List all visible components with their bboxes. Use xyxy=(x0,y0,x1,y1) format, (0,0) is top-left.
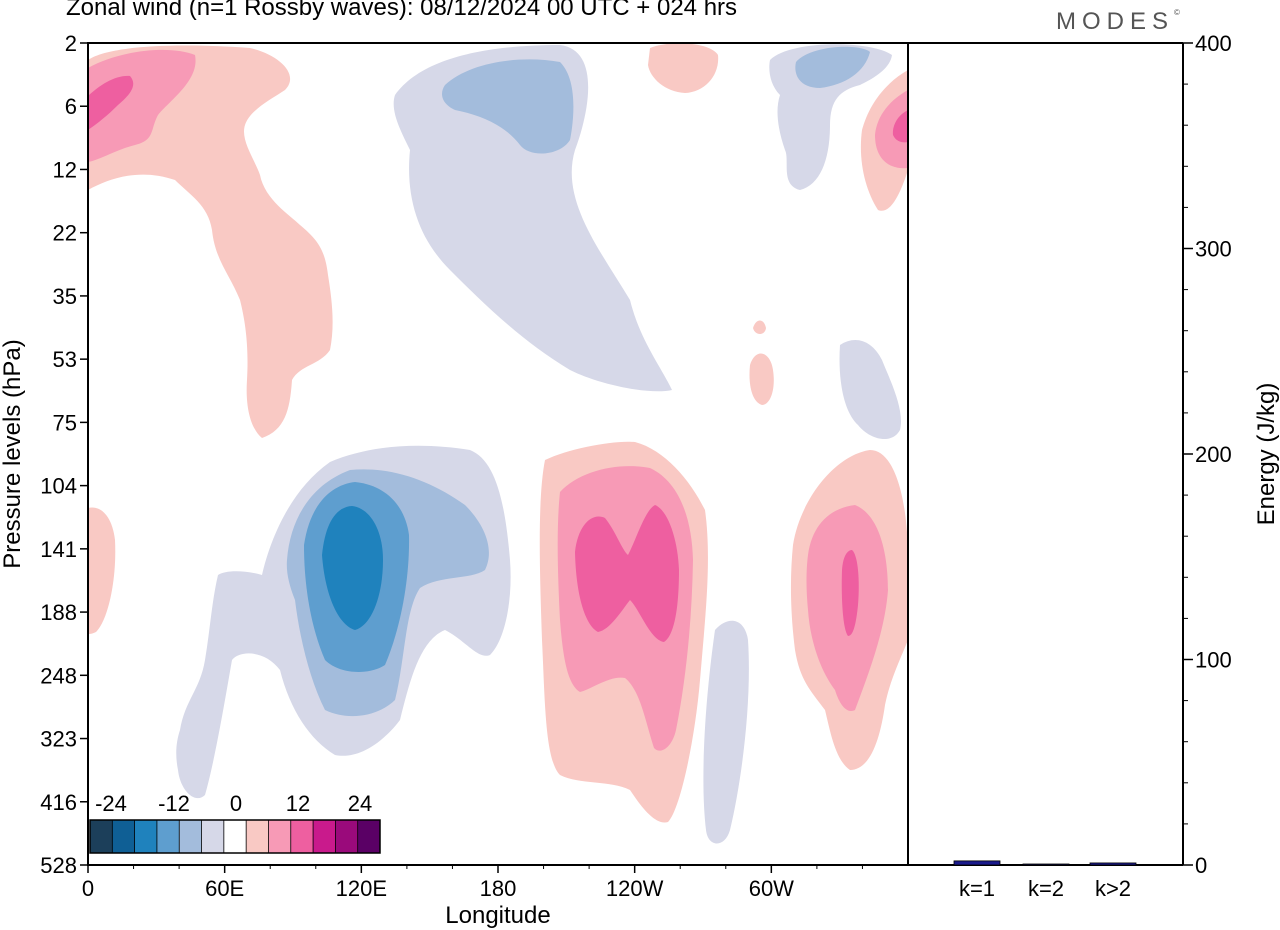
contour-fill-level-2 xyxy=(875,90,908,169)
contour-fill-level-3 xyxy=(88,75,134,130)
colorbar-swatch xyxy=(156,820,180,853)
positive-anomaly-upper-right xyxy=(860,70,908,211)
contour-fill-level-3 xyxy=(575,505,679,642)
logo-text: MODES xyxy=(1056,8,1175,35)
contour-fill-level-1 xyxy=(703,620,749,844)
colorbar-tick-label: 12 xyxy=(286,791,310,816)
colorbar-swatch xyxy=(201,820,225,853)
positive-anomaly-small-cells xyxy=(88,320,774,634)
y-tick-label: 75 xyxy=(53,410,77,435)
positive-anomaly-right xyxy=(790,450,908,770)
axes-layer: 0 60E 120E 180 120W 60W Longitude 2 6 12 22 35 53 75 1… xyxy=(0,31,909,929)
negative-anomaly-main xyxy=(176,445,511,799)
colorbar-swatch xyxy=(357,820,381,853)
y-tick-label: 22 xyxy=(53,221,77,246)
x-axis-label: Longitude xyxy=(445,902,550,929)
contour-fill-level-2 xyxy=(88,49,196,162)
contour-fill-level-1 xyxy=(648,43,719,93)
x-tick-label: 60E xyxy=(205,876,244,901)
energy-y-tick-label: 200 xyxy=(1195,442,1232,467)
y-tick-label: 53 xyxy=(53,347,77,372)
contour-fill-level-2 xyxy=(795,46,870,88)
positive-anomaly-upper-mid xyxy=(648,43,719,93)
modes-logo: MODES© xyxy=(1056,8,1180,36)
x-tick-label: 120E xyxy=(336,876,387,901)
contour-fill-level-3 xyxy=(841,550,859,636)
energy-bar xyxy=(1089,862,1137,866)
colorbar-swatch xyxy=(335,820,358,853)
colorbar-swatch xyxy=(246,820,269,853)
colorbar-tick-label: 0 xyxy=(230,791,242,816)
y-tick-label: 12 xyxy=(53,157,77,182)
contour-fill-level-1 xyxy=(88,507,116,634)
negative-anomaly-upper-right xyxy=(769,44,892,191)
contour-fill-level-1 xyxy=(88,45,333,438)
contour-fill-level-4 xyxy=(322,506,383,630)
y-tick-label: 323 xyxy=(40,727,77,752)
contour-fill-level-1 xyxy=(749,353,774,405)
positive-anomaly-center xyxy=(539,441,708,823)
contour-fill-level-3 xyxy=(892,110,908,143)
colorbar-tick-label: -12 xyxy=(158,791,190,816)
x-tick-label: 0 xyxy=(82,876,94,901)
y-axis-label: Pressure levels (hPa) xyxy=(0,339,26,568)
contour-fill-level-1 xyxy=(769,44,892,191)
contour-fill-level-1 xyxy=(839,340,901,440)
colorbar-swatch xyxy=(290,820,314,853)
colorbar-swatch xyxy=(223,820,247,853)
colorbar-tick-label: -24 xyxy=(95,791,127,816)
negative-anomaly-right xyxy=(839,340,901,440)
colorbar-swatch xyxy=(268,820,292,853)
energy-category-label: k=2 xyxy=(1028,876,1064,901)
energy-bar xyxy=(953,860,1001,866)
y-tick-label: 2 xyxy=(65,31,77,56)
energy-y-tick-label: 400 xyxy=(1195,31,1232,56)
x-tick-label: 120W xyxy=(606,876,664,901)
colorbar-frame xyxy=(89,819,381,854)
energy-bar-panel: 0 100 200 300 400 Energy (J/kg) k=1 k=2 k>2 xyxy=(908,31,1280,901)
energy-category-label: k=1 xyxy=(959,876,995,901)
colorbar-swatch xyxy=(313,820,336,853)
y-tick-label: 104 xyxy=(40,474,77,499)
contour-fill-level-1 xyxy=(393,45,672,392)
chart-title: Zonal wind (n=1 Rossby waves): 08/12/202… xyxy=(66,0,738,21)
y-tick-label: 248 xyxy=(40,663,77,688)
colorbar-swatch xyxy=(134,820,158,853)
x-tick-label: 60W xyxy=(749,876,794,901)
colorbar-swatch xyxy=(179,820,202,853)
y-tick-label: 416 xyxy=(40,790,77,815)
positive-anomaly-upper-left xyxy=(88,45,333,438)
y-tick-label: 6 xyxy=(65,94,77,119)
energy-y-axis-label: Energy (J/kg) xyxy=(1253,383,1280,526)
energy-category-label: k>2 xyxy=(1095,876,1131,901)
y-tick-label: 35 xyxy=(53,284,77,309)
energy-y-tick-label: 0 xyxy=(1195,853,1207,878)
contour-fill-level-1 xyxy=(753,320,766,334)
contour-field xyxy=(88,43,908,844)
colorbar-swatch xyxy=(90,820,113,853)
energy-y-tick-label: 100 xyxy=(1195,648,1232,673)
y-tick-label: 141 xyxy=(40,537,77,562)
contour-fill-level-2 xyxy=(442,59,574,154)
negative-anomaly-lower-center xyxy=(703,620,749,844)
y-tick-label: 188 xyxy=(40,600,77,625)
x-tick-label: 180 xyxy=(480,876,517,901)
colorbar: -24 -12 0 12 24 xyxy=(89,791,381,854)
energy-bar xyxy=(1022,863,1070,866)
y-tick-label: 528 xyxy=(40,853,77,878)
energy-y-tick-label: 300 xyxy=(1195,237,1232,262)
colorbar-tick-label: 24 xyxy=(348,791,372,816)
negative-anomaly-upper-center xyxy=(393,45,672,392)
colorbar-swatch xyxy=(112,820,135,853)
logo-mark: © xyxy=(1174,8,1180,17)
